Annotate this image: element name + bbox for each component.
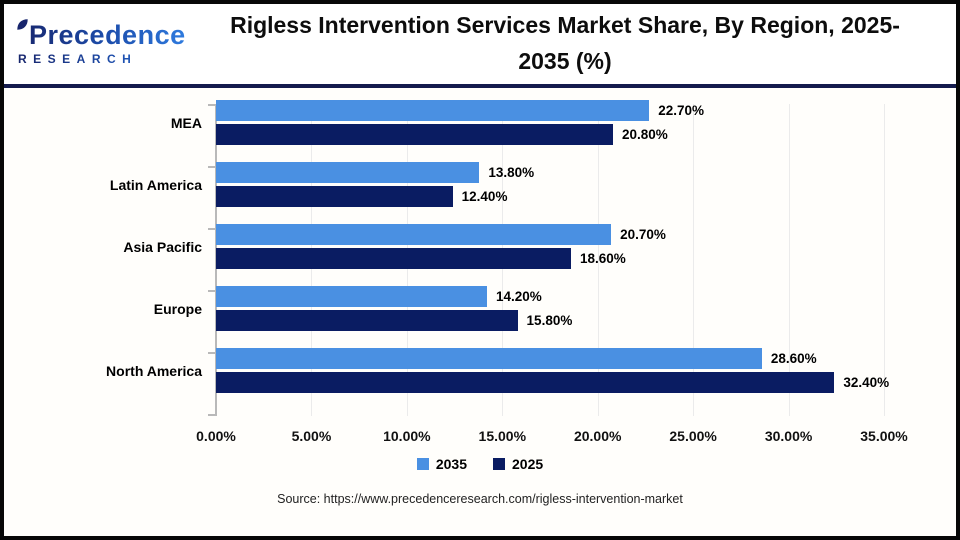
legend-item-2025: 2025 xyxy=(493,456,543,472)
precedence-research-logo: Precedence RESEARCH xyxy=(4,19,188,66)
x-tick-label: 25.00% xyxy=(669,428,717,444)
bars-cell: 14.20% 15.80% xyxy=(216,286,960,331)
bar-2035 xyxy=(216,100,650,121)
x-tick-label: 35.00% xyxy=(860,428,908,444)
value-label: 15.80% xyxy=(526,313,573,328)
bar-row: 14.20% xyxy=(216,286,960,307)
logo-wordmark: Precedence xyxy=(17,19,188,50)
legend-swatch-2035 xyxy=(416,458,429,470)
bar-row: 32.40% xyxy=(216,372,960,393)
gridline xyxy=(884,104,885,416)
value-label: 32.40% xyxy=(843,375,890,390)
bar-2025 xyxy=(216,124,613,145)
bar-2035 xyxy=(216,286,488,307)
bar-group-europe: Europe 14.20% 15.80% xyxy=(4,286,956,331)
bars-cell: 20.70% 18.60% xyxy=(216,224,960,269)
gridline xyxy=(693,104,695,416)
bar-row: 12.40% xyxy=(216,186,960,207)
value-label: 12.40% xyxy=(461,189,508,204)
bar-group-latin-america: Latin America 13.80% 12.40% xyxy=(4,162,956,207)
value-label: 20.70% xyxy=(620,227,666,242)
y-tick xyxy=(208,166,215,168)
legend-label: 2035 xyxy=(435,456,467,472)
y-tick xyxy=(208,290,215,292)
bar-row: 13.80% xyxy=(216,162,960,183)
bars-cell: 22.70% 20.80% xyxy=(216,100,960,145)
y-tick xyxy=(208,414,215,416)
bar-row: 20.80% xyxy=(216,124,960,145)
bar-2025 xyxy=(216,186,453,207)
value-label: 18.60% xyxy=(579,251,626,266)
bar-2025 xyxy=(216,372,835,393)
value-label: 28.60% xyxy=(770,351,817,366)
x-tick-label: 20.00% xyxy=(573,428,622,444)
bar-groups: MEA 22.70% 20.80% Latin America 13.80% 12.40%… xyxy=(4,100,956,393)
bar-2035 xyxy=(216,224,612,245)
y-tick xyxy=(208,352,215,354)
y-tick xyxy=(208,104,215,106)
header-divider xyxy=(4,84,956,88)
bars-cell: 28.60% 32.40% xyxy=(216,348,960,393)
value-label: 14.20% xyxy=(496,289,542,304)
bar-2025 xyxy=(216,248,571,269)
legend-item-2035: 2035 xyxy=(416,456,467,472)
category-label: MEA xyxy=(170,114,202,131)
x-tick-label: 5.00% xyxy=(291,428,332,444)
logo-text: Precedence xyxy=(29,20,186,50)
chart-title-line2: 2035 (%) xyxy=(518,48,612,74)
category-label: Latin America xyxy=(109,176,202,193)
category-label: Europe xyxy=(153,300,202,317)
header: Precedence RESEARCH Rigless Intervention… xyxy=(4,4,956,84)
bar-group-mea: MEA 22.70% 20.80% xyxy=(4,100,956,145)
category-label: Asia Pacific xyxy=(123,238,202,255)
bar-row: 28.60% xyxy=(216,348,960,369)
bar-row: 20.70% xyxy=(216,224,960,245)
chart-title: Rigless Intervention Services Market Sha… xyxy=(188,8,956,79)
logo-subtext: RESEARCH xyxy=(18,52,188,66)
legend-swatch-2025 xyxy=(493,458,505,470)
legend-label: 2025 xyxy=(512,456,544,472)
value-label: 13.80% xyxy=(488,165,535,180)
bar-group-asia-pacific: Asia Pacific 20.70% 18.60% xyxy=(4,224,956,269)
leaf-icon xyxy=(17,19,28,30)
bar-group-north-america: North America 28.60% 32.40% xyxy=(4,348,956,393)
y-tick xyxy=(208,228,215,230)
bars-cell: 13.80% 12.40% xyxy=(216,162,960,207)
x-tick-label: 0.00% xyxy=(196,428,236,444)
legend: 2035 2025 xyxy=(4,456,956,472)
x-axis-labels: 0.00% 5.00% 10.00% 15.00% 20.00% 25.00% 30.00%… xyxy=(196,428,908,448)
x-tick-label: 30.00% xyxy=(764,428,813,444)
bar-2025 xyxy=(216,310,518,331)
chart-title-line1: Rigless Intervention Services Market Sha… xyxy=(230,12,900,39)
category-label: North America xyxy=(106,362,202,379)
bar-row: 18.60% xyxy=(216,248,960,269)
bar-row: 22.70% xyxy=(216,100,960,121)
value-label: 22.70% xyxy=(658,103,705,118)
value-label: 20.80% xyxy=(621,127,668,142)
plot-area: MEA 22.70% 20.80% Latin America 13.80% 12.40%… xyxy=(4,100,956,444)
bar-2035 xyxy=(216,348,762,369)
source-text: Source: https://www.precedenceresearch.c… xyxy=(277,492,683,506)
x-tick-label: 10.00% xyxy=(383,428,431,444)
bar-2035 xyxy=(216,162,480,183)
x-tick-label: 15.00% xyxy=(478,428,527,444)
gridline xyxy=(788,104,790,416)
gridline xyxy=(597,104,599,416)
bar-row: 15.80% xyxy=(216,310,960,331)
chart-area: MEA 22.70% 20.80% Latin America 13.80% 12.40%… xyxy=(4,88,956,536)
